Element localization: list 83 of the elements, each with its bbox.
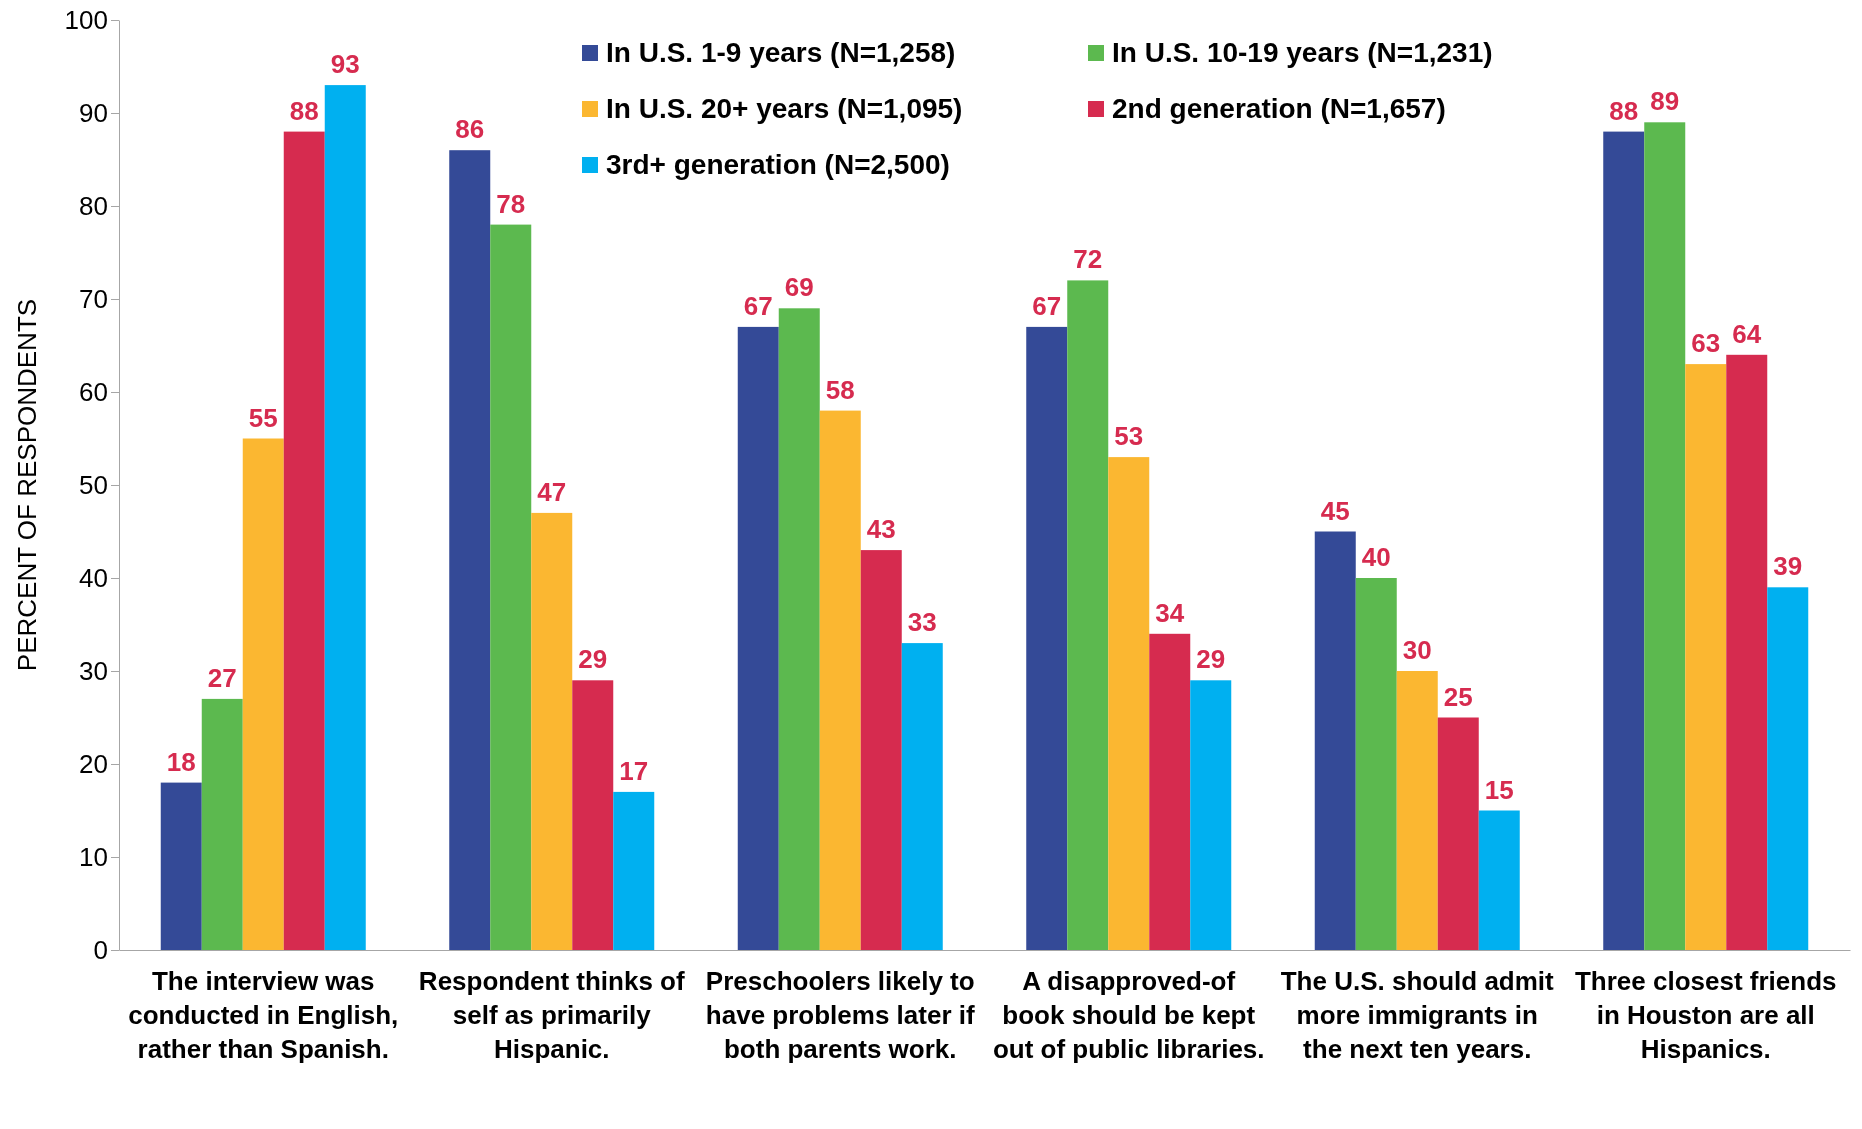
data-label: 64 (1732, 318, 1762, 349)
bar (860, 550, 902, 950)
data-label: 40 (1361, 542, 1391, 572)
legend-label: In U.S. 10-19 years (N=1,231) (1112, 37, 1493, 68)
bar (1108, 457, 1150, 950)
bar (1149, 633, 1191, 950)
data-label: 29 (1196, 644, 1226, 675)
y-tick-label: 70 (79, 283, 108, 314)
y-tick-label: 40 (79, 562, 108, 593)
legend-label: In U.S. 1-9 years (N=1,258) (606, 37, 956, 68)
x-tick-label: Three closest friends in Houston are all Hispanics. (1574, 966, 1837, 1064)
y-tick-label: 100 (64, 4, 108, 35)
data-label: 88 (289, 95, 319, 126)
data-label: 78 (496, 188, 526, 219)
bar (1685, 364, 1727, 950)
x-tick-label: Preschoolers likely to have problems later if both parents work. (705, 966, 975, 1064)
x-tick-label: The interview was conducted in English, rather than Spanish. (128, 966, 399, 1064)
y-tick-label: 0 (93, 934, 108, 965)
data-label: 34 (1155, 597, 1185, 628)
bar (1437, 717, 1479, 950)
data-label: 30 (1402, 635, 1432, 665)
legend-label: 2nd generation (N=1,657) (1112, 93, 1446, 124)
y-tick-label: 30 (79, 655, 108, 686)
data-label: 25 (1443, 681, 1473, 712)
y-tick-label: 60 (79, 376, 108, 407)
bar (160, 782, 202, 950)
bar (1190, 680, 1232, 950)
data-label: 29 (578, 644, 608, 675)
data-label: 18 (166, 746, 196, 777)
data-label: 55 (248, 402, 278, 433)
bar (1396, 671, 1438, 950)
bar (1314, 531, 1356, 950)
bar (572, 680, 614, 950)
bar (901, 643, 943, 950)
data-label: 89 (1650, 86, 1680, 117)
bar (1355, 578, 1397, 950)
bar (490, 224, 532, 950)
bar (242, 438, 284, 950)
data-label: 53 (1114, 421, 1144, 452)
bar (324, 85, 366, 950)
bar (1767, 587, 1809, 950)
y-tick-label: 50 (79, 469, 108, 500)
data-label: 72 (1073, 244, 1103, 275)
data-label: 45 (1320, 495, 1350, 526)
bar (531, 512, 573, 950)
data-label: 93 (330, 49, 360, 80)
data-label: 86 (455, 114, 485, 145)
bar (1026, 326, 1068, 950)
data-label: 63 (1691, 328, 1721, 359)
data-label: 39 (1773, 551, 1803, 582)
data-label: 67 (1032, 290, 1062, 321)
x-tick-label: A disapproved-of book should be kept out of public libraries. (992, 966, 1265, 1064)
data-label: 47 (537, 476, 567, 507)
y-tick-label: 10 (79, 841, 108, 872)
data-label: 67 (743, 290, 773, 321)
data-label: 27 (207, 662, 237, 693)
bar (449, 150, 491, 950)
bar (778, 308, 820, 950)
legend-label: 3rd+ generation (N=2,500) (606, 149, 950, 180)
legend-label: In U.S. 20+ years (N=1,095) (606, 93, 963, 124)
bar (613, 791, 655, 950)
data-label: 17 (619, 755, 649, 786)
bar (819, 410, 861, 950)
data-label: 33 (907, 607, 937, 638)
bar (1603, 131, 1645, 950)
bar (283, 131, 325, 950)
data-label: 69 (784, 272, 814, 303)
data-label: 43 (866, 514, 896, 545)
y-tick-label: 80 (79, 190, 108, 221)
bar (1726, 354, 1768, 950)
data-label: 15 (1484, 774, 1514, 805)
bar (737, 326, 779, 950)
bar (201, 698, 243, 950)
y-tick-label: 20 (79, 748, 108, 779)
data-label: 88 (1609, 95, 1639, 126)
x-tick-label: The U.S. should admit more immigrants in the next ten years. (1280, 966, 1555, 1064)
y-axis-title: PERCENT OF RESPONDENTS (12, 298, 42, 672)
x-tick-label: Respondent thinks of self as primarily Hispanic. (418, 966, 685, 1064)
y-tick-label: 90 (79, 97, 108, 128)
bar (1644, 122, 1686, 950)
data-label: 58 (825, 374, 855, 405)
bar (1067, 280, 1109, 950)
bar (1478, 810, 1520, 950)
